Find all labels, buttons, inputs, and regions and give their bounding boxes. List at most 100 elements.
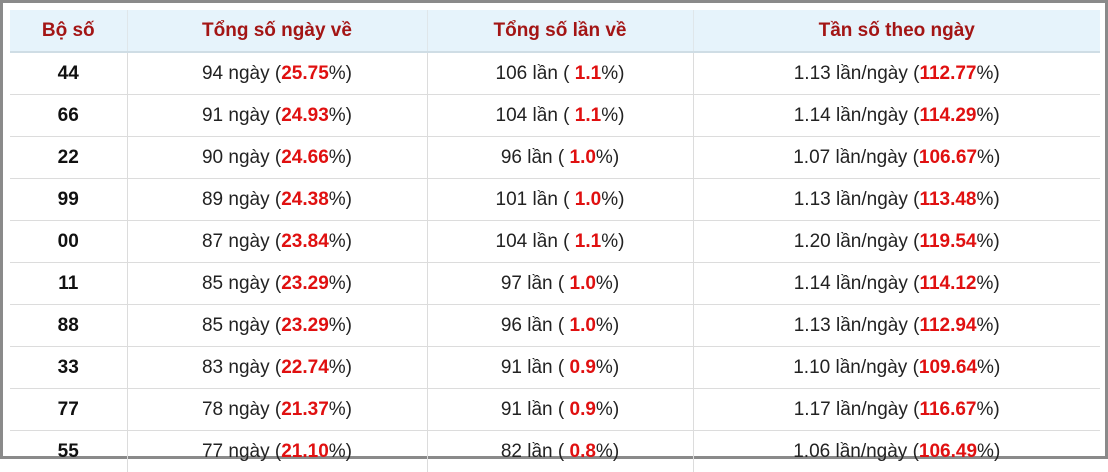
table-cell: 91 lần ( 0.9%) xyxy=(427,389,693,431)
cell-text: 1.13 lần/ngày ( xyxy=(794,189,920,210)
cell-text: %) xyxy=(977,105,1000,126)
cell-text: %) xyxy=(596,357,619,378)
highlight-value: 21.37 xyxy=(281,399,329,420)
highlight-value: 23.29 xyxy=(281,315,329,336)
highlight-value: 114.12 xyxy=(919,273,976,294)
highlight-value: 106.49 xyxy=(919,441,977,462)
cell-text: %) xyxy=(329,105,352,126)
highlight-value: 1.0 xyxy=(570,273,596,294)
cell-text: %) xyxy=(596,399,619,420)
cell-text: 82 lần ( xyxy=(501,441,570,462)
cell-text: %) xyxy=(329,399,352,420)
column-header: Tần số theo ngày xyxy=(693,10,1100,52)
cell-text: %) xyxy=(601,63,624,84)
table-cell: 1.07 lần/ngày (106.67%) xyxy=(693,137,1100,179)
table-cell: 1.14 lần/ngày (114.12%) xyxy=(693,263,1100,305)
table-cell: 85 ngày (23.29%) xyxy=(127,305,427,347)
table-cell: 91 lần ( 0.9%) xyxy=(427,347,693,389)
cell-text: %) xyxy=(601,105,624,126)
cell-text: 96 lần ( xyxy=(501,315,570,336)
table-cell: 1.13 lần/ngày (113.48%) xyxy=(693,179,1100,221)
cell-text: 1.14 lần/ngày ( xyxy=(794,105,920,126)
highlight-value: 1.1 xyxy=(575,105,601,126)
cell-text: %) xyxy=(601,231,624,252)
cell-text: 96 lần ( xyxy=(501,147,570,168)
highlight-value: 24.66 xyxy=(281,147,329,168)
table-cell: 89 ngày (24.38%) xyxy=(127,179,427,221)
pair-number: 88 xyxy=(10,305,127,347)
pair-number: 11 xyxy=(10,263,127,305)
highlight-value: 1.0 xyxy=(575,189,601,210)
cell-text: 97 lần ( xyxy=(501,273,570,294)
highlight-value: 1.1 xyxy=(575,63,601,84)
highlight-value: 112.94 xyxy=(919,315,976,336)
highlight-value: 22.74 xyxy=(281,357,329,378)
column-header: Tổng số ngày về xyxy=(127,10,427,52)
highlight-value: 0.9 xyxy=(570,399,596,420)
cell-text: 85 ngày ( xyxy=(202,273,281,294)
cell-text: %) xyxy=(329,273,352,294)
highlight-value: 1.0 xyxy=(570,147,596,168)
pair-number: 22 xyxy=(10,137,127,179)
highlight-value: 21.10 xyxy=(281,441,329,462)
table-cell: 1.13 lần/ngày (112.77%) xyxy=(693,52,1100,95)
cell-text: %) xyxy=(596,147,619,168)
table-cell: 104 lần ( 1.1%) xyxy=(427,95,693,137)
cell-text: %) xyxy=(977,441,1000,462)
highlight-value: 119.54 xyxy=(919,231,976,252)
highlight-value: 116.67 xyxy=(919,399,976,420)
cell-text: 85 ngày ( xyxy=(202,315,281,336)
cell-text: 87 ngày ( xyxy=(202,231,281,252)
cell-text: 1.13 lần/ngày ( xyxy=(794,315,920,336)
table-cell: 1.17 lần/ngày (116.67%) xyxy=(693,389,1100,431)
highlight-value: 1.1 xyxy=(575,231,601,252)
pair-number: 44 xyxy=(10,52,127,95)
pair-number: 77 xyxy=(10,389,127,431)
cell-text: %) xyxy=(977,231,1000,252)
cell-text: 91 ngày ( xyxy=(202,105,281,126)
pair-number: 55 xyxy=(10,431,127,472)
cell-text: 1.13 lần/ngày ( xyxy=(794,63,920,84)
cell-text: 90 ngày ( xyxy=(202,147,281,168)
cell-text: %) xyxy=(329,231,352,252)
cell-text: 91 lần ( xyxy=(501,399,570,420)
cell-text: 104 lần ( xyxy=(496,105,575,126)
cell-text: 94 ngày ( xyxy=(202,63,281,84)
cell-text: 106 lần ( xyxy=(496,63,575,84)
cell-text: 1.14 lần/ngày ( xyxy=(794,273,920,294)
cell-text: 1.07 lần/ngày ( xyxy=(793,147,919,168)
highlight-value: 114.29 xyxy=(919,105,976,126)
table-cell: 106 lần ( 1.1%) xyxy=(427,52,693,95)
table-cell: 104 lần ( 1.1%) xyxy=(427,221,693,263)
cell-text: %) xyxy=(977,357,1000,378)
highlight-value: 0.8 xyxy=(570,441,596,462)
cell-text: 83 ngày ( xyxy=(202,357,281,378)
highlight-value: 112.77 xyxy=(919,63,976,84)
table-cell: 96 lần ( 1.0%) xyxy=(427,137,693,179)
highlight-value: 24.93 xyxy=(281,105,329,126)
cell-text: 1.17 lần/ngày ( xyxy=(794,399,920,420)
cell-text: %) xyxy=(977,63,1000,84)
pair-number: 99 xyxy=(10,179,127,221)
cell-text: 1.20 lần/ngày ( xyxy=(794,231,920,252)
table-cell: 1.10 lần/ngày (109.64%) xyxy=(693,347,1100,389)
highlight-value: 113.48 xyxy=(919,189,976,210)
table-cell: 94 ngày (25.75%) xyxy=(127,52,427,95)
cell-text: %) xyxy=(596,315,619,336)
table-cell: 96 lần ( 1.0%) xyxy=(427,305,693,347)
table-cell: 101 lần ( 1.0%) xyxy=(427,179,693,221)
